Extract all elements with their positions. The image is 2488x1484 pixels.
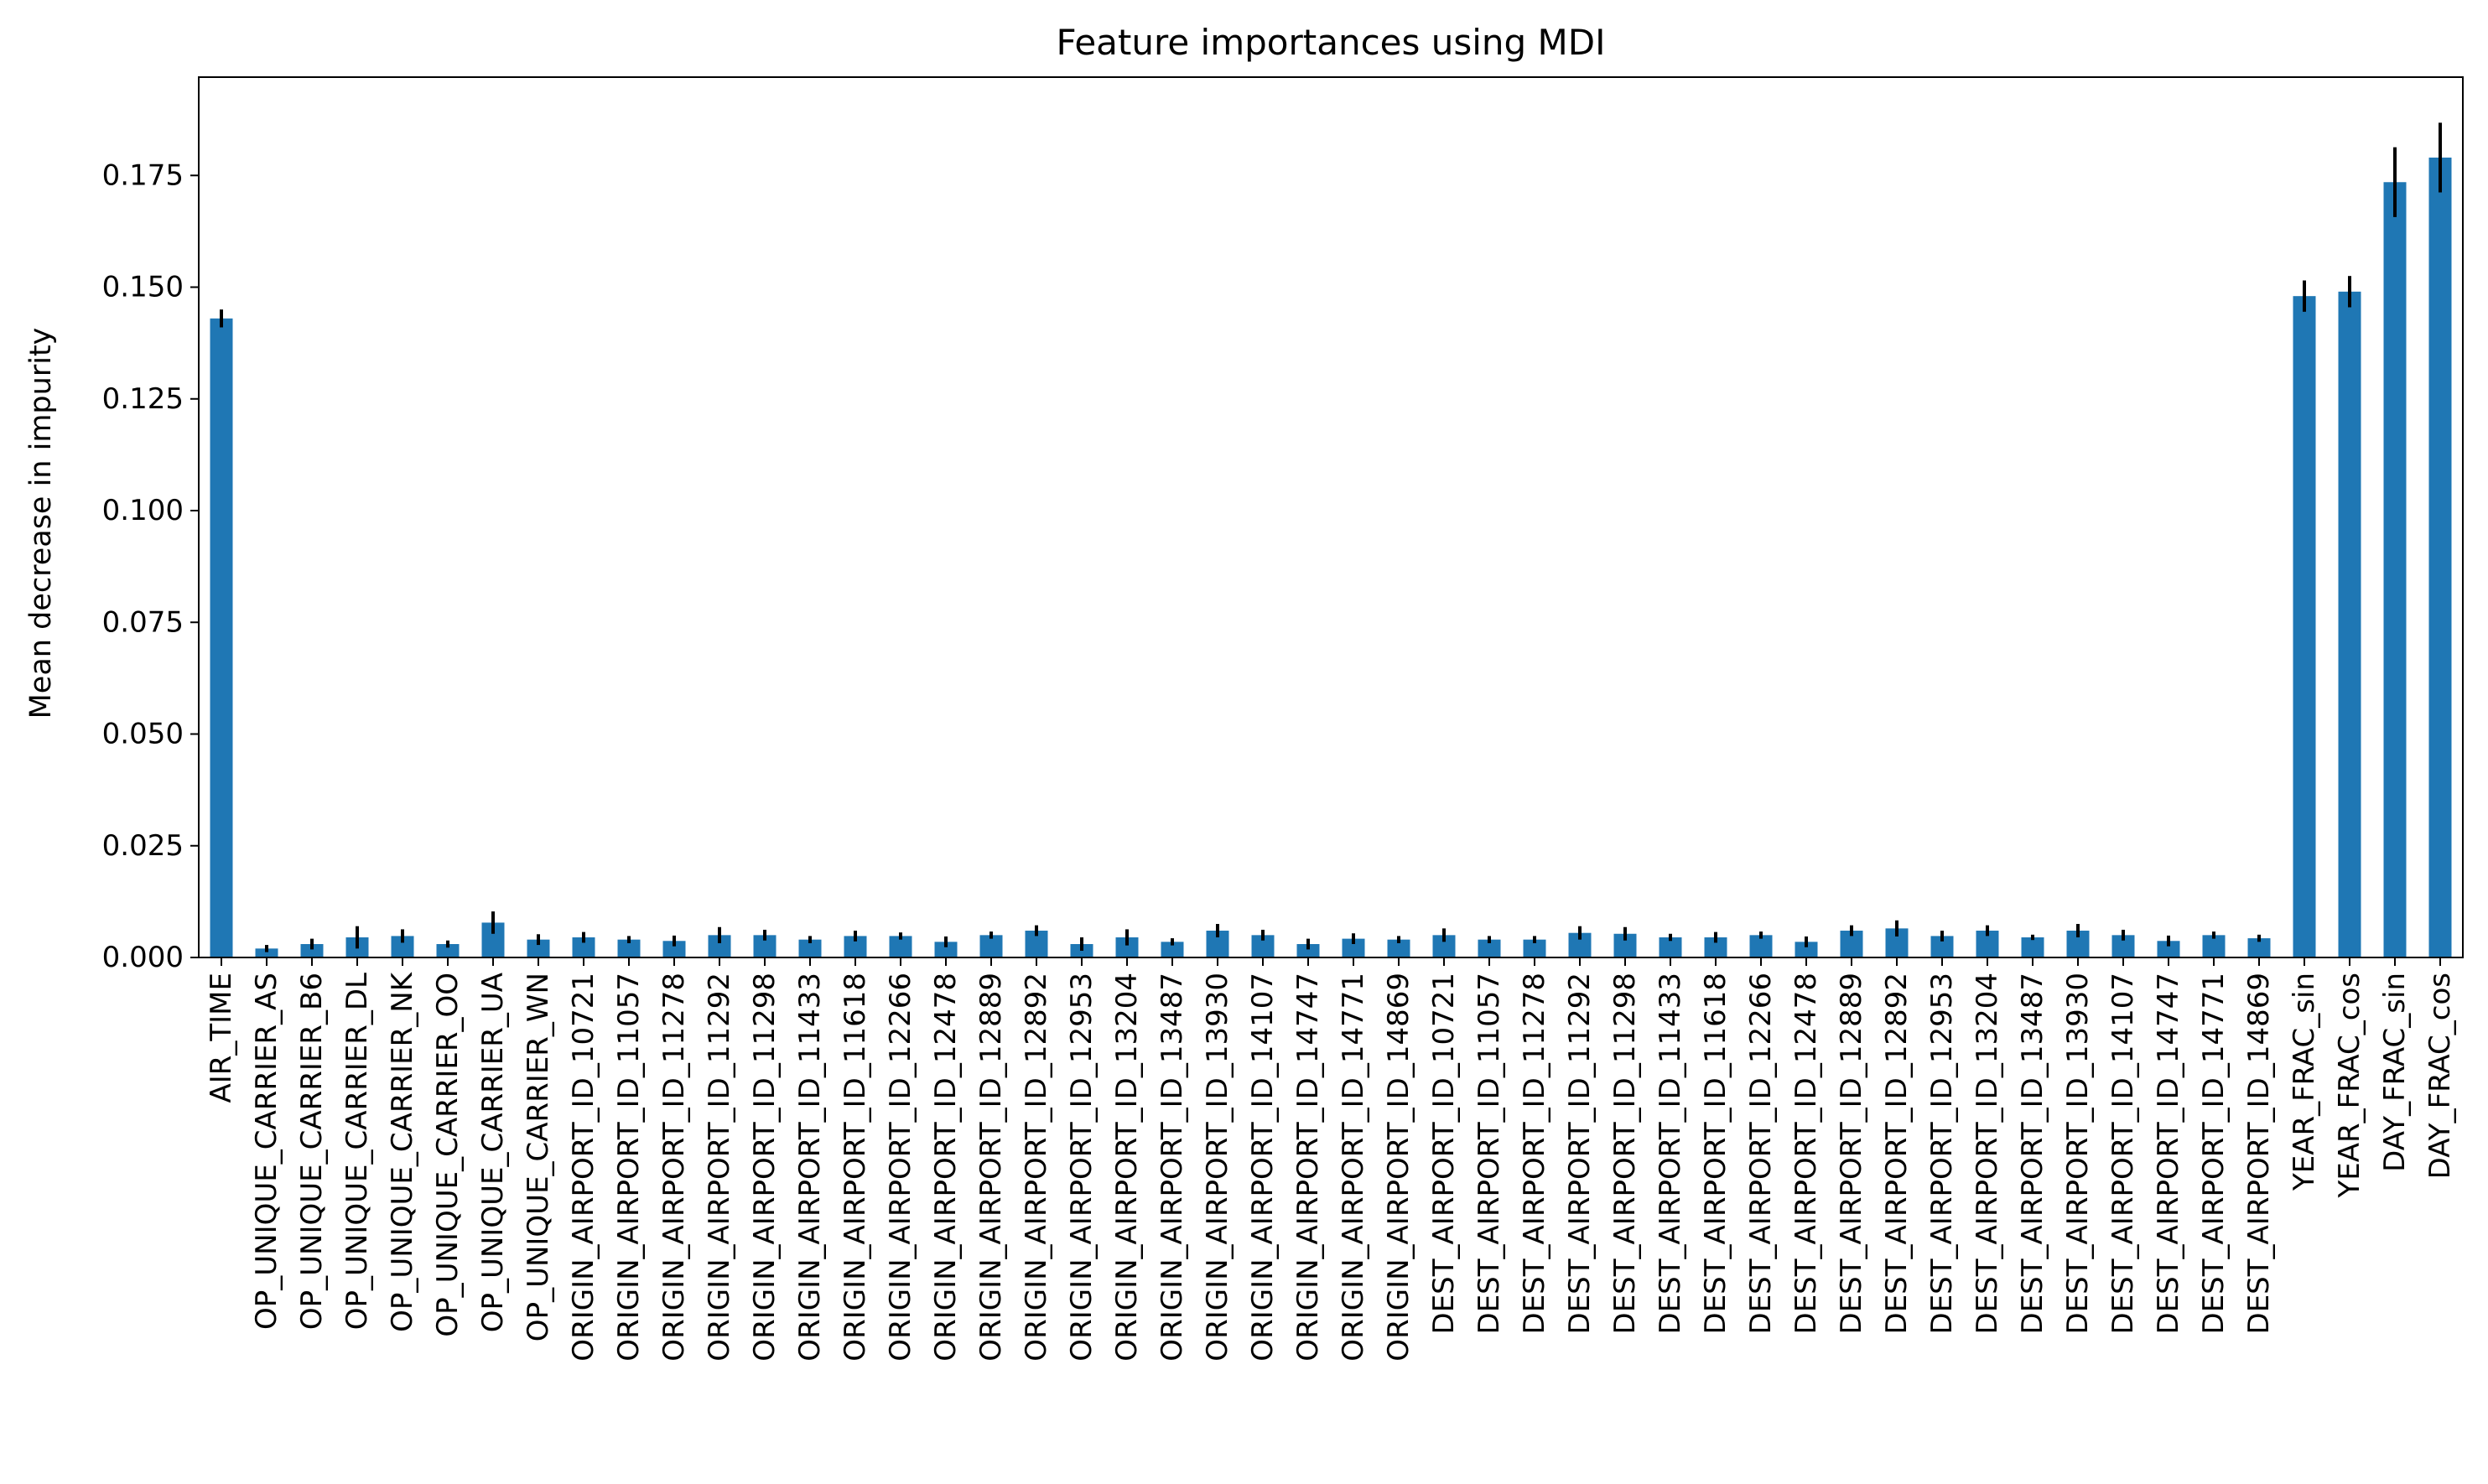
bar bbox=[1659, 937, 1682, 957]
bar bbox=[2383, 182, 2407, 958]
x-tick-label: DEST_AIRPORT_ID_12478 bbox=[1789, 973, 1823, 1334]
x-tick-label: ORIGIN_AIRPORT_ID_11433 bbox=[793, 973, 827, 1362]
bar bbox=[798, 939, 822, 957]
x-tick-label: ORIGIN_AIRPORT_ID_14771 bbox=[1337, 973, 1370, 1362]
x-tick-label: DEST_AIRPORT_ID_11278 bbox=[1518, 973, 1551, 1334]
x-tick-label: DEST_AIRPORT_ID_14107 bbox=[2106, 973, 2140, 1334]
bar bbox=[572, 937, 595, 957]
x-tick-label: OP_UNIQUE_CARRIER_WN bbox=[522, 973, 555, 1341]
x-tick-label: ORIGIN_AIRPORT_ID_13204 bbox=[1110, 973, 1144, 1362]
y-tick-label: 0.000 bbox=[102, 941, 184, 974]
y-tick-label: 0.025 bbox=[102, 829, 184, 863]
bar bbox=[979, 935, 1003, 957]
bar bbox=[436, 944, 460, 957]
bar bbox=[255, 948, 278, 957]
x-tick-label: ORIGIN_AIRPORT_ID_14747 bbox=[1291, 973, 1325, 1362]
bar bbox=[2293, 296, 2316, 958]
x-tick-label: DEST_AIRPORT_ID_12892 bbox=[1880, 973, 1914, 1334]
x-tick-label: ORIGIN_AIRPORT_ID_14107 bbox=[1246, 973, 1280, 1362]
bar bbox=[527, 939, 550, 957]
x-tick-label: ORIGIN_AIRPORT_ID_11298 bbox=[748, 973, 782, 1362]
error-bars-group bbox=[220, 122, 2442, 952]
x-tick-label: ORIGIN_AIRPORT_ID_10721 bbox=[567, 973, 600, 1362]
x-tick-label: ORIGIN_AIRPORT_ID_13930 bbox=[1201, 973, 1234, 1362]
bar bbox=[617, 939, 641, 957]
x-tick-label: ORIGIN_AIRPORT_ID_14869 bbox=[1382, 973, 1415, 1362]
x-tick-label: OP_UNIQUE_CARRIER_DL bbox=[340, 973, 374, 1330]
x-tick-label: OP_UNIQUE_CARRIER_UA bbox=[476, 973, 510, 1332]
bar bbox=[2428, 157, 2452, 957]
bar bbox=[2247, 938, 2271, 957]
y-tick-label: 0.050 bbox=[102, 718, 184, 751]
x-tick-label: OP_UNIQUE_CARRIER_AS bbox=[250, 973, 283, 1330]
x-tick-label: DEST_AIRPORT_ID_11292 bbox=[1563, 973, 1597, 1334]
bar bbox=[1795, 942, 1818, 957]
x-tick-label: DEST_AIRPORT_ID_13487 bbox=[2016, 973, 2049, 1334]
bar bbox=[1704, 937, 1727, 957]
plot-frame bbox=[198, 76, 2464, 958]
y-tick-label: 0.175 bbox=[102, 158, 184, 192]
x-tick-label: DEST_AIRPORT_ID_11057 bbox=[1473, 973, 1506, 1334]
bar bbox=[2338, 291, 2361, 958]
y-tick-label: 0.150 bbox=[102, 271, 184, 304]
x-tick-label: DEST_AIRPORT_ID_11298 bbox=[1608, 973, 1642, 1334]
x-tick-label: DEST_AIRPORT_ID_10721 bbox=[1427, 973, 1461, 1334]
x-tick-label: DEST_AIRPORT_ID_14771 bbox=[2197, 973, 2231, 1334]
x-tick-label: ORIGIN_AIRPORT_ID_12478 bbox=[929, 973, 963, 1362]
bar bbox=[1296, 944, 1320, 957]
x-tick-label: ORIGIN_AIRPORT_ID_12889 bbox=[974, 973, 1008, 1362]
bar bbox=[1387, 939, 1410, 957]
x-tick-label: ORIGIN_AIRPORT_ID_12892 bbox=[1020, 973, 1053, 1362]
bar bbox=[2021, 937, 2044, 957]
x-tick-label: OP_UNIQUE_CARRIER_NK bbox=[386, 971, 419, 1332]
x-tick-label: DEST_AIRPORT_ID_12953 bbox=[1925, 973, 1959, 1334]
x-tick-label: ORIGIN_AIRPORT_ID_11278 bbox=[657, 973, 691, 1362]
x-tick-label: YEAR_FRAC_sin bbox=[2288, 973, 2321, 1191]
bar bbox=[1115, 937, 1139, 957]
x-tick-label: ORIGIN_AIRPORT_ID_12266 bbox=[884, 973, 917, 1362]
x-tick-label: DEST_AIRPORT_ID_13930 bbox=[2061, 973, 2095, 1334]
bar bbox=[2157, 941, 2180, 957]
y-axis: 0.000 0.025 0.050 0.075 0.100 0.125 0.150 0.175 bbox=[102, 158, 199, 974]
x-tick-label: OP_UNIQUE_CARRIER_OO bbox=[431, 973, 465, 1337]
y-tick-label: 0.075 bbox=[102, 605, 184, 639]
x-tick-label: DEST_AIRPORT_ID_12266 bbox=[1744, 973, 1778, 1334]
x-tick-label: ORIGIN_AIRPORT_ID_13487 bbox=[1156, 973, 1189, 1362]
x-tick-label: OP_UNIQUE_CARRIER_B6 bbox=[295, 973, 329, 1330]
bar bbox=[1749, 935, 1773, 957]
y-tick-label: 0.125 bbox=[102, 382, 184, 416]
x-axis: AIR_TIME OP_UNIQUE_CARRIER_AS OP_UNIQUE_CA… bbox=[205, 957, 2457, 1362]
x-tick-label: AIR_TIME bbox=[205, 973, 238, 1103]
x-tick-label: DEST_AIRPORT_ID_14747 bbox=[2152, 973, 2185, 1334]
bar bbox=[1478, 939, 1501, 957]
x-tick-label: DEST_AIRPORT_ID_11433 bbox=[1654, 973, 1687, 1334]
x-tick-label: DAY_FRAC_cos bbox=[2423, 973, 2457, 1179]
bar bbox=[2202, 935, 2226, 957]
y-axis-label: Mean decrease in impurity bbox=[24, 328, 58, 719]
x-tick-label: DEST_AIRPORT_ID_11618 bbox=[1699, 973, 1732, 1334]
x-tick-label: DEST_AIRPORT_ID_14869 bbox=[2242, 973, 2276, 1334]
x-tick-label: DEST_AIRPORT_ID_13204 bbox=[1971, 973, 2004, 1334]
x-tick-label: ORIGIN_AIRPORT_ID_11618 bbox=[839, 973, 872, 1362]
bar bbox=[934, 942, 958, 957]
x-tick-label: ORIGIN_AIRPORT_ID_12953 bbox=[1065, 973, 1099, 1362]
bar bbox=[1161, 942, 1184, 957]
x-tick-label: ORIGIN_AIRPORT_ID_11057 bbox=[612, 973, 646, 1362]
x-tick-label: ORIGIN_AIRPORT_ID_11292 bbox=[703, 973, 736, 1362]
bar bbox=[1342, 938, 1365, 957]
chart-title: Feature importances using MDI bbox=[1056, 22, 1605, 63]
bar bbox=[300, 944, 324, 957]
bar bbox=[210, 318, 233, 957]
bars-group bbox=[210, 157, 2452, 958]
y-tick-label: 0.100 bbox=[102, 494, 184, 527]
x-tick-label: DEST_AIRPORT_ID_12889 bbox=[1835, 973, 1868, 1334]
x-tick-label: YEAR_FRAC_cos bbox=[2333, 973, 2366, 1199]
x-tick-label: DAY_FRAC_sin bbox=[2378, 973, 2412, 1172]
bar bbox=[1523, 939, 1546, 957]
bar bbox=[662, 941, 686, 957]
